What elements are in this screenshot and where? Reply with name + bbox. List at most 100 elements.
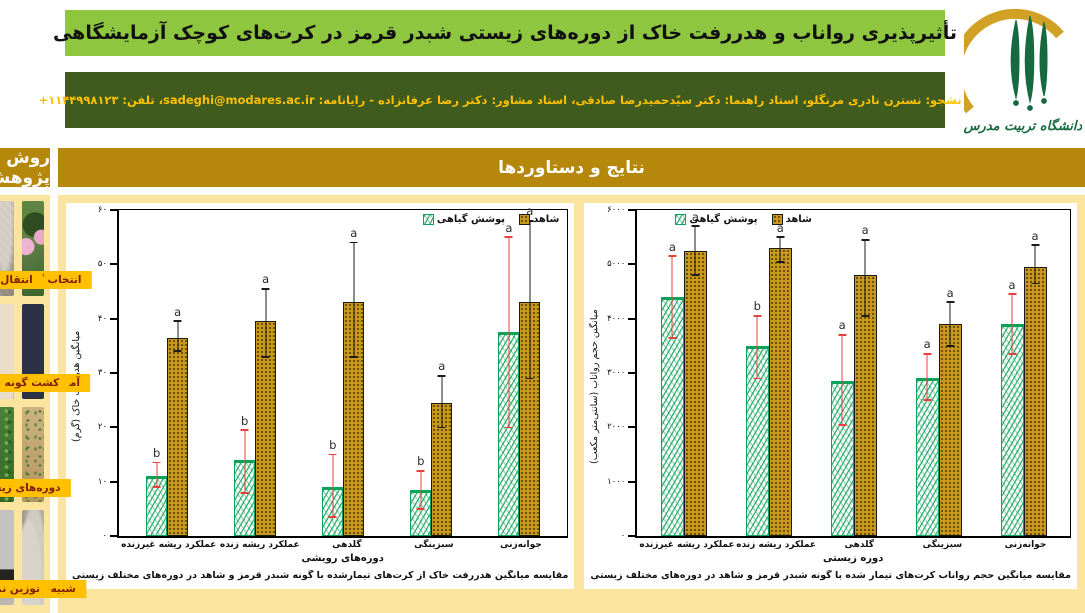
significance-letter: b: [329, 438, 337, 452]
error-bar: [861, 238, 870, 318]
bar-slot: a: [683, 209, 707, 536]
bar-slot: a: [938, 210, 962, 536]
significance-letter: a: [505, 220, 513, 235]
method-photo-seedlings: [22, 407, 45, 502]
bar-slot: a: [519, 206, 541, 536]
legend-swatch-icon: [422, 214, 434, 225]
results-section: نتایج و دستاوردها میانگین هدررفت خاک (گر…: [58, 148, 1085, 613]
error-bar: [1008, 293, 1017, 355]
methods-section-header: روش پژوهش: [0, 148, 51, 188]
legend-label: پوشش گیاهی: [689, 214, 758, 225]
error-bar: [668, 255, 677, 339]
university-logo: دانشگاه تربیت مدرس: [962, 0, 1083, 145]
bar-pat-gold-3: [255, 321, 277, 536]
significance-letter: a: [776, 220, 784, 235]
bar-pat-green-1: [915, 378, 939, 536]
significance-letter: b: [753, 299, 761, 314]
bar-slot: b: [146, 210, 168, 536]
error-bar: [152, 461, 161, 489]
x-category-label: عملکرد ریشه غیرزنده: [121, 540, 217, 550]
bar-slot: b: [745, 210, 769, 536]
bar-slot: b: [234, 210, 256, 536]
error-bar: [261, 287, 270, 358]
phone-number: +۱۱۴۴۹۹۸۱۲۳: [38, 93, 119, 107]
error-bar: [691, 225, 700, 277]
methods-section: روش پژوهش انتخاب گونه گیاهیانتقال خاکآما…: [0, 148, 92, 613]
bar-pat-green-0: [1000, 324, 1024, 536]
significance-letter: a: [861, 223, 869, 238]
method-photo-clover-dense: [0, 407, 15, 502]
error-bar: [240, 429, 249, 495]
bar-slot: a: [853, 210, 877, 536]
photo-label-biological-periods: دوره‌های زیستی: [0, 479, 71, 497]
poster-title: تأثیرپذیری رواناب و هدررفت خاک از دوره‌ه…: [52, 22, 958, 44]
significance-letter: b: [152, 446, 161, 461]
error-bar: [776, 236, 785, 264]
significance-letter: a: [691, 209, 699, 224]
significance-letter: a: [1008, 277, 1016, 292]
bar-slot: a: [660, 210, 684, 536]
poster-title-bar: تأثیرپذیری رواناب و هدررفت خاک از دوره‌ه…: [53, 10, 957, 56]
bar-pat-gold-2: [853, 275, 877, 536]
significance-letter: a: [438, 359, 446, 374]
significance-letter: a: [1031, 228, 1039, 243]
legend-swatch-icon: [519, 214, 531, 225]
bar-pat-gold-2: [343, 302, 365, 536]
bar-pat-green-4: [660, 296, 684, 536]
error-bar: [838, 333, 847, 426]
soil-loss-x-axis-label: دوره‌های رویشی: [301, 553, 384, 564]
error-bar: [173, 320, 182, 353]
x-category-label: سبزینگی: [414, 540, 454, 550]
bar-pat-gold-0: [519, 302, 541, 536]
significance-letter: a: [838, 318, 846, 333]
x-category-label: گلدهی: [844, 540, 874, 550]
error-bar: [753, 314, 762, 380]
significance-letter: a: [174, 304, 182, 319]
error-bar: [504, 236, 513, 429]
bar-slot: a: [167, 210, 189, 536]
legend-swatch-icon: [675, 214, 687, 225]
x-category-label: عملکرد ریشه غیرزنده: [639, 540, 735, 550]
photo-label: انتقال خاک: [0, 271, 43, 289]
bar-slot: a: [1000, 210, 1024, 536]
bar-slot: a: [343, 210, 365, 536]
x-category-label: عملکرد ریشه زنده: [219, 540, 300, 550]
bar-slot: a: [431, 210, 453, 536]
bar-pat-green-0: [498, 332, 520, 536]
email-text: sadeghi@modares.ac.ir: [163, 93, 315, 107]
legend-item: پوشش گیاهی: [675, 214, 758, 225]
phone-label: ، تلفن:: [118, 93, 164, 107]
legend-item: شاهد: [519, 214, 559, 225]
bar-slot: b: [410, 210, 432, 536]
bar-pat-green-2: [830, 381, 854, 536]
x-category-label: سبزینگی: [922, 540, 963, 550]
runoff-caption: مقایسه میانگین حجم رواناب کرت‌های تیمار …: [590, 570, 1071, 581]
results-section-header: نتایج و دستاوردها: [58, 148, 1085, 187]
soil-loss-x-categories: جوانه‌زنی سبزینگی گلدهی عملکرد ریشه زنده عمل…: [117, 538, 568, 550]
method-photo-soil-pile: انتقال خاک: [0, 201, 43, 296]
error-bar: [416, 469, 425, 510]
x-category-label: جوانه‌زنی: [1004, 540, 1047, 550]
poster-subtitle-bar: دانشجو: نسترن نادری مرنگلو، استاد راهنما…: [39, 72, 971, 128]
tarbiat-modares-logo-icon: دانشگاه تربیت مدرس: [963, 8, 1082, 134]
author-advisor-line: دانشجو: نسترن نادری مرنگلو، استاد راهنما…: [39, 93, 972, 107]
significance-letter: a: [668, 239, 676, 254]
error-bar: [328, 453, 337, 519]
bar-slot: a: [830, 210, 854, 536]
error-bar: [923, 352, 932, 402]
runoff-x-categories: جوانه‌زنی سبزینگی گلدهی عملکرد ریشه زنده عمل…: [635, 538, 1071, 550]
significance-letter: a: [262, 272, 270, 287]
